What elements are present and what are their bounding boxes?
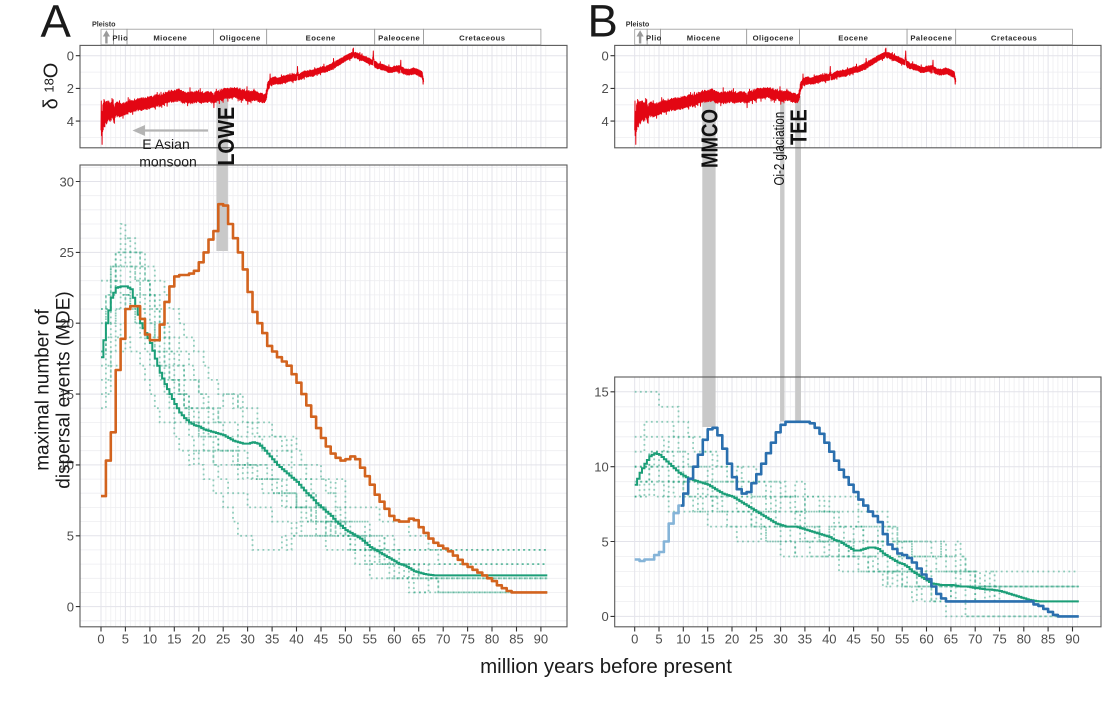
svg-text:Cretaceous: Cretaceous: [991, 33, 1037, 42]
svg-text:Oligocene: Oligocene: [753, 33, 794, 42]
svg-text:80: 80: [485, 632, 499, 647]
svg-text:0: 0: [97, 632, 104, 647]
svg-text:5: 5: [67, 529, 74, 544]
svg-text:85: 85: [1041, 632, 1055, 647]
svg-text:65: 65: [944, 632, 958, 647]
svg-text:40: 40: [289, 632, 303, 647]
svg-text:Oligocene: Oligocene: [219, 33, 260, 42]
svg-text:30: 30: [240, 632, 254, 647]
svg-text:2: 2: [601, 81, 608, 96]
svg-text:25: 25: [749, 632, 763, 647]
svg-text:Eocene: Eocene: [838, 33, 868, 42]
svg-text:10: 10: [60, 458, 74, 473]
svg-text:10: 10: [143, 632, 157, 647]
svg-text:50: 50: [338, 632, 352, 647]
svg-text:85: 85: [509, 632, 523, 647]
svg-text:10: 10: [594, 460, 608, 475]
svg-text:40: 40: [822, 632, 836, 647]
svg-text:30: 30: [773, 632, 787, 647]
svg-text:55: 55: [895, 632, 909, 647]
svg-text:45: 45: [314, 632, 328, 647]
svg-text:20: 20: [60, 316, 74, 331]
svg-text:15: 15: [594, 385, 608, 400]
svg-text:60: 60: [387, 632, 401, 647]
svg-text:0: 0: [601, 49, 608, 64]
svg-text:Plio: Plio: [112, 33, 128, 42]
svg-text:90: 90: [534, 632, 548, 647]
svg-text:15: 15: [167, 632, 181, 647]
svg-text:75: 75: [992, 632, 1006, 647]
svg-text:0: 0: [601, 609, 608, 624]
svg-text:65: 65: [411, 632, 425, 647]
svg-text:4: 4: [601, 114, 608, 129]
svg-text:Oi-2 glaciation: Oi-2 glaciation: [771, 112, 788, 186]
svg-text:35: 35: [265, 632, 279, 647]
svg-text:5: 5: [655, 632, 662, 647]
svg-text:70: 70: [436, 632, 450, 647]
svg-text:20: 20: [725, 632, 739, 647]
svg-text:0: 0: [67, 49, 74, 64]
svg-text:TEE: TEE: [787, 109, 812, 145]
svg-text:Paleocene: Paleocene: [910, 33, 952, 42]
svg-text:Plio: Plio: [646, 33, 662, 42]
svg-text:70: 70: [968, 632, 982, 647]
svg-text:10: 10: [676, 632, 690, 647]
svg-text:25: 25: [60, 245, 74, 260]
svg-text:4: 4: [67, 114, 74, 129]
svg-text:MMCO: MMCO: [698, 109, 723, 168]
svg-text:Paleocene: Paleocene: [378, 33, 420, 42]
svg-text:E Asian: E Asian: [142, 136, 189, 152]
svg-text:30: 30: [60, 174, 74, 189]
svg-text:maximal number ofdispersal eve: maximal number ofdispersal events (MDE): [33, 291, 75, 488]
svg-text:25: 25: [216, 632, 230, 647]
svg-text:A: A: [41, 0, 72, 47]
svg-text:0: 0: [631, 632, 638, 647]
svg-text:Miocene: Miocene: [687, 33, 721, 42]
svg-text:monsoon: monsoon: [139, 154, 197, 170]
svg-text:5: 5: [601, 534, 608, 549]
svg-text:75: 75: [460, 632, 474, 647]
svg-text:20: 20: [192, 632, 206, 647]
svg-text:Pleisto: Pleisto: [626, 20, 650, 29]
svg-text:5: 5: [122, 632, 129, 647]
svg-text:45: 45: [846, 632, 860, 647]
svg-text:Pleisto: Pleisto: [92, 20, 116, 29]
svg-text:LOWE: LOWE: [214, 107, 240, 166]
svg-text:90: 90: [1065, 632, 1079, 647]
svg-text:50: 50: [871, 632, 885, 647]
svg-text:80: 80: [1017, 632, 1031, 647]
svg-text:Eocene: Eocene: [306, 33, 336, 42]
svg-text:Cretaceous: Cretaceous: [459, 33, 505, 42]
svg-text:35: 35: [798, 632, 812, 647]
svg-text:δ 18O: δ 18O: [41, 63, 63, 110]
svg-text:Miocene: Miocene: [153, 33, 187, 42]
svg-text:15: 15: [60, 387, 74, 402]
svg-text:15: 15: [700, 632, 714, 647]
svg-text:2: 2: [67, 81, 74, 96]
svg-text:0: 0: [67, 599, 74, 614]
svg-text:million years before present: million years before present: [480, 655, 732, 678]
svg-text:B: B: [588, 0, 618, 47]
svg-text:60: 60: [919, 632, 933, 647]
svg-text:55: 55: [363, 632, 377, 647]
